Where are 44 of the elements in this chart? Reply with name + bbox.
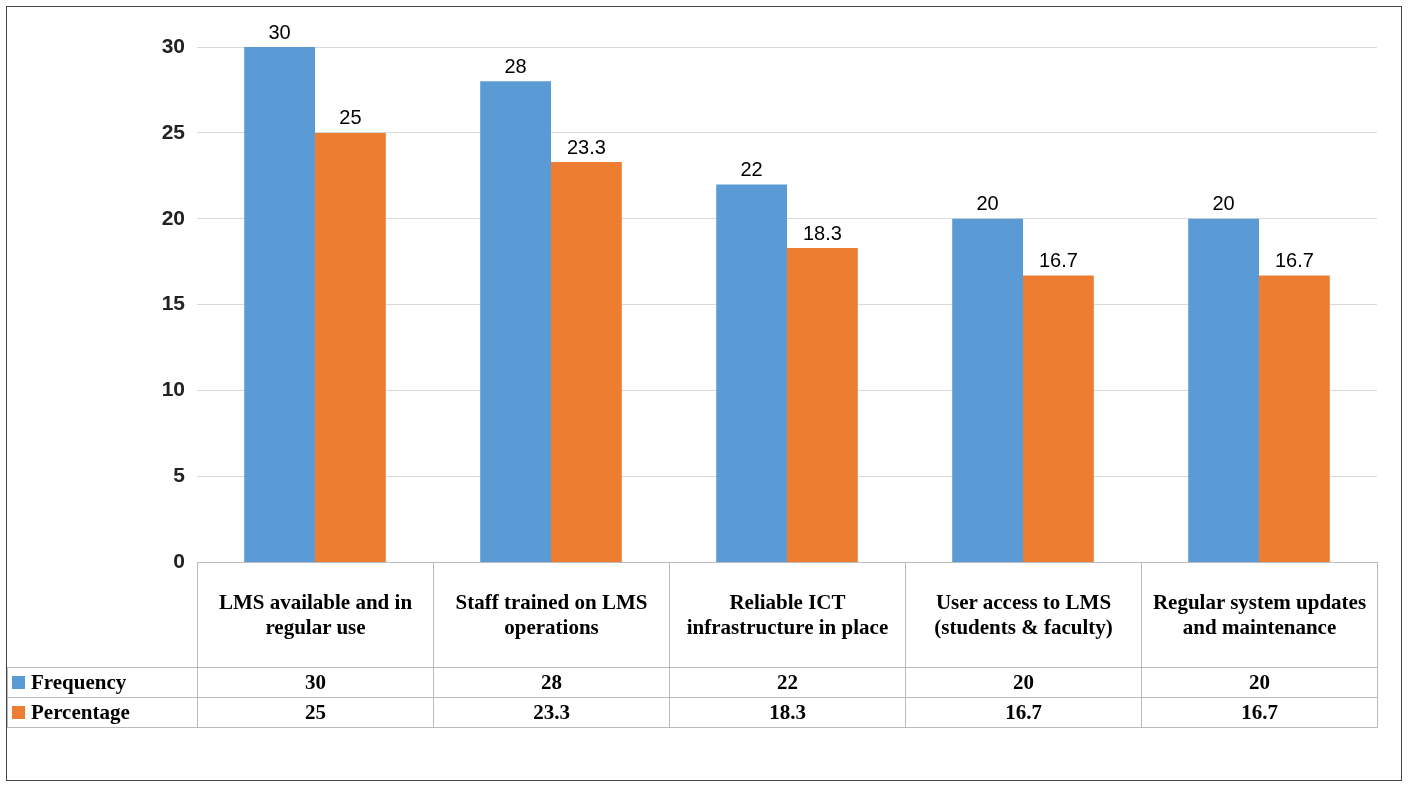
x-tick-label: LMS available and in regular use	[197, 562, 434, 668]
x-tick-label: Regular system updates and maintenance	[1141, 562, 1378, 668]
text: 28	[504, 54, 527, 77]
x-tick-label: Reliable ICT infrastructure in place	[669, 562, 906, 668]
y-tick-label: 15	[161, 291, 186, 315]
x-tick-label: User access to LMS (students & faculty)	[905, 562, 1142, 668]
bar	[787, 248, 858, 562]
data-label: 20	[905, 667, 1142, 698]
data-label: 23.3	[433, 697, 670, 728]
text: 25	[339, 106, 362, 129]
data-label: 25	[197, 697, 434, 728]
data-label: 16.7	[1141, 697, 1378, 728]
text: 20	[1212, 192, 1235, 215]
bar	[480, 81, 551, 562]
text: 16.7	[1274, 249, 1314, 272]
text: 20	[976, 192, 999, 215]
data-label: 28	[433, 667, 670, 698]
bar	[1188, 218, 1259, 562]
legend-label: Percentage	[30, 700, 130, 725]
data-label: 20	[1141, 667, 1378, 698]
y-tick-label: 30	[161, 33, 185, 57]
bar	[716, 184, 787, 562]
y-tick-label: 25	[161, 119, 186, 143]
x-tick-label: Staff trained on LMS operations	[433, 562, 670, 668]
bar	[952, 218, 1023, 562]
data-label: 16.7	[905, 697, 1142, 728]
data-label: 30	[197, 667, 434, 698]
bar	[551, 162, 622, 562]
bar	[1259, 275, 1330, 562]
y-tick-label: 5	[173, 463, 186, 487]
y-tick-label: 10	[161, 377, 185, 401]
y-tick-label: 20	[161, 205, 185, 229]
text: 22	[740, 157, 763, 180]
legend-label: Frequency	[30, 670, 127, 695]
data-label: 22	[669, 667, 906, 698]
text: 30	[268, 20, 291, 43]
text: 16.7	[1038, 249, 1078, 272]
data-label: 18.3	[669, 697, 906, 728]
bar	[315, 132, 386, 562]
bar	[1023, 275, 1094, 562]
y-tick-label: 0	[173, 549, 185, 573]
bar	[244, 47, 315, 562]
text: 18.3	[802, 221, 842, 244]
text: 23.3	[566, 135, 606, 158]
